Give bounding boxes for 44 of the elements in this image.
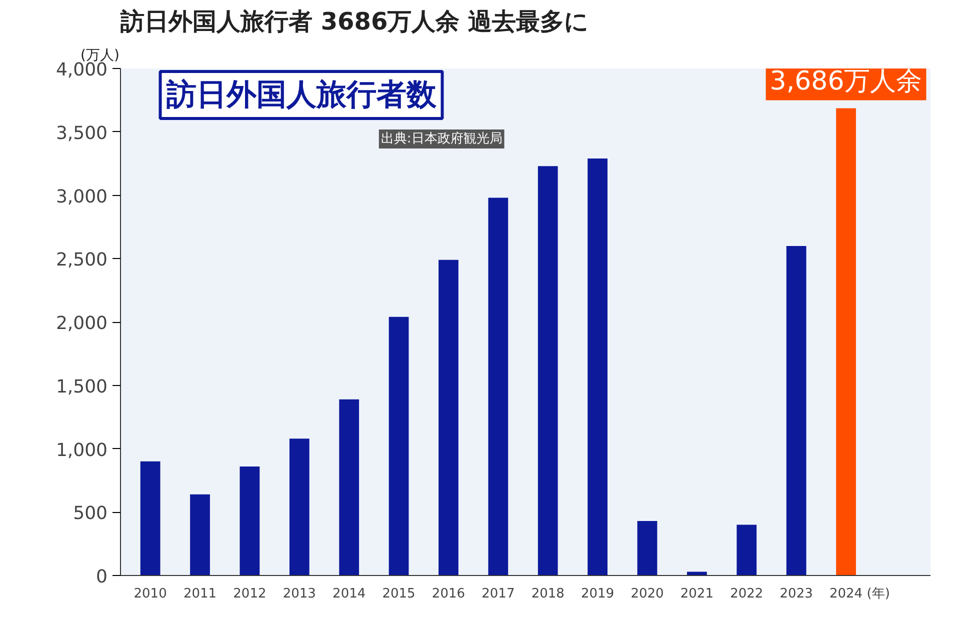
y-axis-title: (万人)	[80, 48, 120, 64]
bar	[488, 198, 508, 576]
bar	[240, 466, 260, 576]
y-tick-label: 3,500	[56, 122, 108, 144]
x-tick-label: 2019	[581, 586, 614, 602]
x-tick-label: 2010	[134, 586, 167, 602]
bar	[438, 260, 458, 576]
x-tick-label: 2020	[630, 586, 664, 602]
x-tick-label: 2012	[233, 586, 266, 602]
bar	[786, 246, 806, 576]
x-tick-label: 2018	[531, 586, 564, 602]
x-tick-label: 2011	[183, 586, 217, 602]
annotation: 出典:日本政府観光局	[380, 130, 502, 146]
bar	[339, 399, 360, 576]
y-tick-label: 1,500	[56, 376, 108, 398]
data-label: 3,686万人余	[770, 66, 922, 96]
bar	[736, 524, 757, 576]
x-tick-label: 2015	[382, 586, 416, 602]
y-tick-label: 2,500	[56, 250, 108, 271]
y-tick-label: 0	[96, 566, 108, 588]
bar	[637, 520, 658, 576]
x-tick-label: 2023	[780, 586, 813, 602]
bar	[588, 158, 608, 576]
bar	[140, 461, 160, 576]
x-tick-label: 2013	[282, 586, 316, 602]
x-tick-label: 2021	[680, 586, 714, 602]
y-tick-label: 500	[73, 503, 108, 524]
y-tick-label: 2,000	[56, 313, 108, 334]
bar	[289, 438, 310, 576]
x-axis-title: (年)	[866, 586, 890, 602]
bar	[388, 316, 409, 576]
x-tick-label: 2024	[829, 586, 863, 602]
chart-subtitle: 訪日外国人旅行者数	[165, 78, 438, 112]
x-tick-label: 2017	[482, 586, 515, 602]
bar	[687, 572, 707, 576]
chart-title: 訪日外国人旅行者 3686万人余 過去最多に	[120, 8, 590, 36]
x-tick-label: 2022	[730, 586, 764, 602]
y-tick-label: 1,000	[56, 440, 108, 461]
bar	[190, 494, 210, 576]
bar	[538, 166, 558, 576]
y-tick-label: 3,000	[56, 186, 108, 208]
x-tick-label: 2014	[332, 586, 366, 602]
bar	[836, 108, 856, 576]
x-tick-label: 2016	[432, 586, 466, 602]
